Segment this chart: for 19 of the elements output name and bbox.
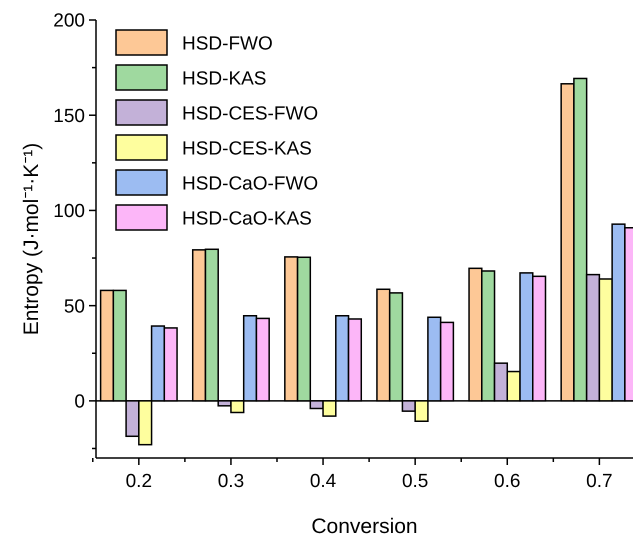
x-axis-title: Conversion (311, 515, 418, 538)
x-tick-label: 0.5 (402, 471, 428, 492)
legend-label: HSD-CES-FWO (182, 104, 318, 125)
x-tick-label: 0.3 (218, 471, 244, 492)
x-tick-label: 0.7 (586, 471, 613, 492)
y-tick-label: 150 (53, 106, 85, 127)
y-tick-label: 100 (53, 201, 85, 222)
x-tick-label: 0.2 (126, 471, 152, 492)
legend-label: HSD-CES-KAS (182, 138, 312, 160)
y-tick-label: 200 (53, 10, 85, 32)
legend-label: HSD-FWO (182, 34, 273, 55)
legend-label: HSD-KAS (182, 68, 266, 90)
y-tick-label: 50 (64, 296, 85, 318)
x-tick-label: 0.6 (494, 471, 520, 492)
y-tick-label: 0 (74, 392, 85, 413)
y-axis-title: Entropy (J·mol⁻¹·K⁻¹) (20, 142, 43, 336)
x-tick-label: 0.4 (310, 471, 337, 492)
legend-label: HSD-CaO-KAS (182, 208, 312, 230)
legend-label: HSD-CaO-FWO (182, 174, 318, 195)
